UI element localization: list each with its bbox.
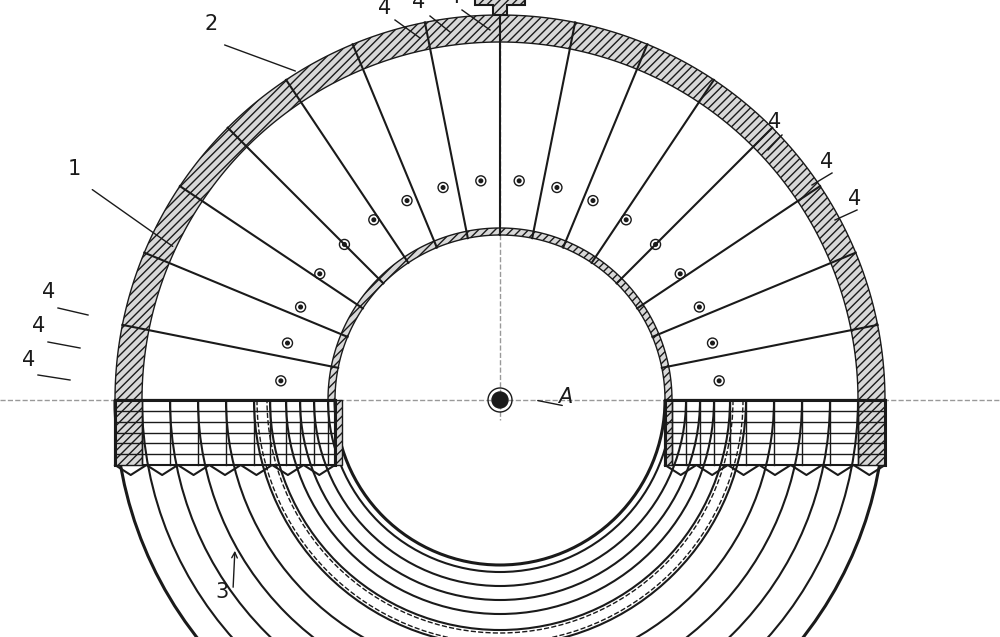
- Polygon shape: [115, 15, 885, 400]
- Circle shape: [492, 392, 508, 408]
- Circle shape: [405, 199, 409, 203]
- Circle shape: [517, 179, 521, 183]
- Polygon shape: [858, 400, 885, 465]
- Text: 4: 4: [848, 189, 861, 209]
- Circle shape: [717, 379, 721, 383]
- Polygon shape: [328, 228, 672, 400]
- Text: 4: 4: [448, 0, 461, 7]
- Text: 4: 4: [378, 0, 391, 18]
- Text: 4: 4: [768, 112, 781, 132]
- Text: 4: 4: [412, 0, 425, 12]
- Circle shape: [711, 341, 714, 345]
- Circle shape: [654, 243, 657, 247]
- Circle shape: [279, 379, 283, 383]
- Polygon shape: [665, 400, 885, 465]
- Text: 4: 4: [820, 152, 833, 172]
- Text: 4: 4: [42, 282, 55, 302]
- Circle shape: [299, 305, 302, 309]
- Circle shape: [591, 199, 595, 203]
- Circle shape: [286, 341, 289, 345]
- Text: A: A: [558, 387, 572, 407]
- Circle shape: [318, 272, 322, 276]
- Circle shape: [698, 305, 701, 309]
- Polygon shape: [142, 42, 858, 400]
- Text: 3: 3: [215, 582, 228, 602]
- Circle shape: [372, 218, 376, 222]
- Polygon shape: [335, 235, 665, 400]
- Circle shape: [624, 218, 628, 222]
- Circle shape: [441, 186, 445, 189]
- Circle shape: [479, 179, 483, 183]
- Text: 4: 4: [22, 350, 35, 370]
- Text: 2: 2: [205, 14, 218, 34]
- Circle shape: [678, 272, 682, 276]
- Polygon shape: [115, 400, 142, 465]
- Polygon shape: [115, 400, 335, 465]
- Polygon shape: [475, 0, 525, 15]
- Circle shape: [343, 243, 346, 247]
- Circle shape: [555, 186, 559, 189]
- Text: 1: 1: [68, 159, 81, 179]
- Polygon shape: [665, 400, 672, 465]
- Polygon shape: [335, 400, 342, 465]
- Text: 4: 4: [32, 316, 45, 336]
